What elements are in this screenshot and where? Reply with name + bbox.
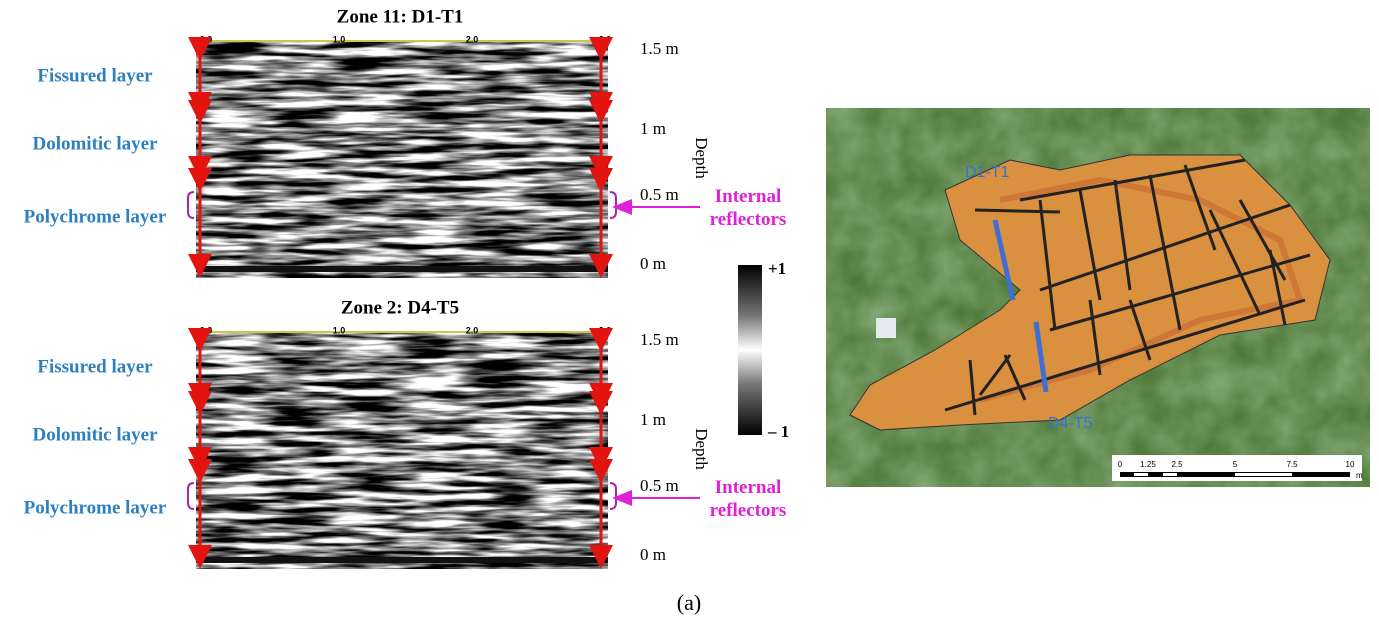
distance-tick: 0.0 [200,325,213,335]
distance-tick: 1.0 [333,325,346,335]
depth-label: Depth [692,137,711,179]
bracket [610,192,616,218]
figure: Zone 11: D1-T1 0.0 1.0 2.0 3.0 1.5 m 1 m 0.5 m 0… [0,0,1379,625]
panel-title: Zone 11: D1-T1 [337,6,464,27]
map-label: D4-T5 [1048,415,1093,432]
scale-tick: 7.5 [1286,460,1298,469]
layer-label: Fissured layer [37,65,153,86]
radargram-base [196,266,608,272]
depth-tick: 1.5 m [640,330,679,349]
radargram [196,331,608,569]
scale-unit: m [1356,471,1363,480]
figure-canvas: Zone 11: D1-T1 0.0 1.0 2.0 3.0 1.5 m 1 m 0.5 m 0… [0,0,1379,625]
distance-tick: 1.0 [333,34,346,44]
depth-tick: 0.5 m [640,476,679,495]
layer-label: Dolomitic layer [32,133,158,154]
depth-tick: 0 m [640,254,666,273]
depth-tick: 1.5 m [640,39,679,58]
colorbar-max: +1 [768,259,786,278]
depth-tick: 1 m [640,119,666,138]
scale-tick: 1.25 [1140,460,1156,469]
annotation: Internal reflectors [688,476,808,522]
layer-label: Dolomitic layer [32,424,158,445]
map-label: D1-T1 [965,164,1010,181]
bracket [188,192,194,218]
annotation: Internal reflectors [688,185,808,231]
caption: (a) [677,590,701,615]
depth-tick: 1 m [640,410,666,429]
scale-tick: 2.5 [1171,460,1183,469]
scale-tick: 0 [1118,460,1123,469]
radargram [196,40,608,278]
layer-label: Fissured layer [37,356,153,377]
layer-label: Polychrome layer [24,497,167,518]
scale-tick: 5 [1233,460,1238,469]
bracket [188,483,194,509]
colorbar-min: – 1 [767,422,789,441]
layer-label: Polychrome layer [24,206,167,227]
panel-title: Zone 2: D4-T5 [341,297,459,318]
distance-tick: 3.0 [599,34,612,44]
distance-tick: 0.0 [200,34,213,44]
radargram-base [196,557,608,563]
depth-label: Depth [692,428,711,470]
distance-tick: 2.0 [466,34,479,44]
depth-tick: 0 m [640,545,666,564]
colorbar [738,265,762,435]
distance-tick: 2.0 [466,325,479,335]
distance-tick: 3.0 [599,325,612,335]
depth-tick: 0.5 m [640,185,679,204]
radargrams: Zone 11: D1-T1 0.0 1.0 2.0 3.0 1.5 m 1 m 0.5 m 0… [24,6,711,569]
site-map [826,108,1370,487]
bracket [610,483,616,509]
scale-tick: 10 [1346,460,1355,469]
